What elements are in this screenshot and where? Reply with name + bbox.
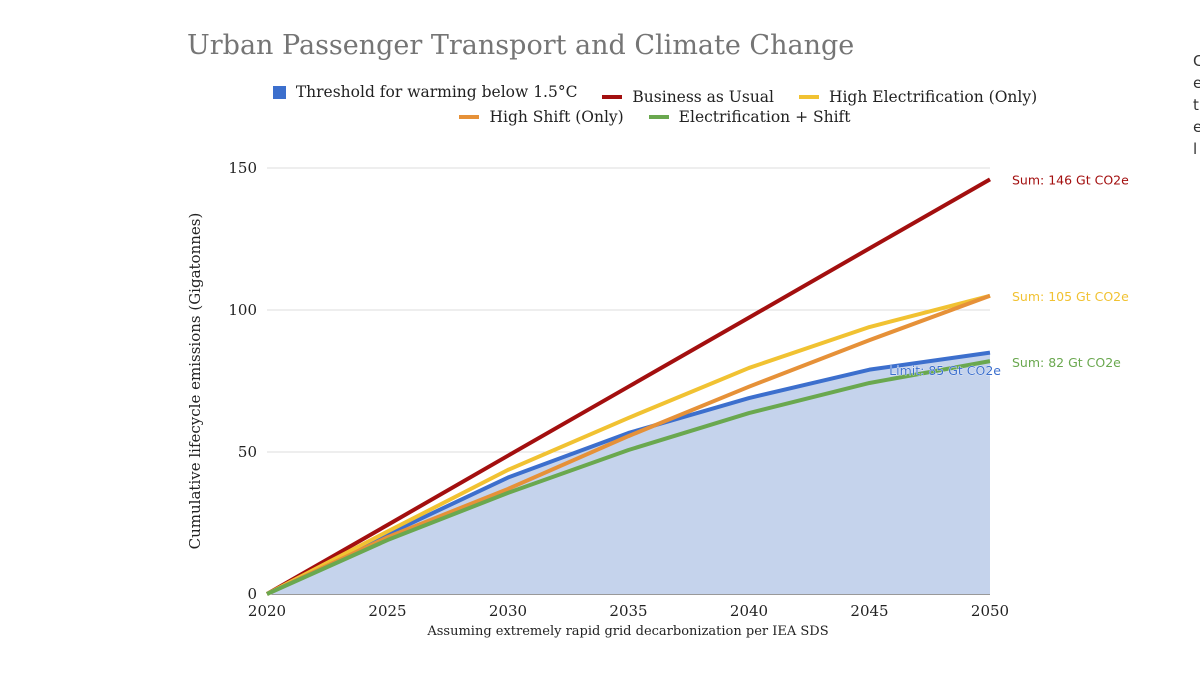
y-tick-label: 150 <box>228 159 257 177</box>
legend-label: Electrification + Shift <box>678 108 851 126</box>
series-end-label: Sum: 105 Gt CO2e <box>1012 289 1129 304</box>
x-tick-label: 2045 <box>850 602 888 620</box>
x-tick-label: 2050 <box>971 602 1009 620</box>
legend-item-threshold: Threshold for warming below 1.5°C <box>272 83 578 101</box>
legend-item-electrification: High Electrification (Only) <box>798 87 1038 106</box>
y-tick-label: 0 <box>247 585 257 603</box>
legend-swatch <box>648 115 669 119</box>
series-line-1 <box>266 177 991 596</box>
x-tick-label: 2035 <box>609 602 647 620</box>
side-text-line: t <box>1193 96 1199 114</box>
legend-label: High Shift (Only) <box>489 108 624 126</box>
side-text-line: C <box>1193 52 1200 70</box>
series-end-label: Sum: 82 Gt CO2e <box>1012 355 1121 370</box>
x-tick-label: 2025 <box>368 602 406 620</box>
x-tick-label: 2020 <box>248 602 286 620</box>
y-tick-label: 50 <box>238 443 257 461</box>
side-text-line: e <box>1193 74 1200 92</box>
legend-swatch <box>272 85 286 99</box>
legend-row-2: High Shift (Only) Electrification + Shif… <box>0 105 1200 126</box>
legend-label: High Electrification (Only) <box>828 87 1038 106</box>
series-line-0 <box>266 350 991 596</box>
legend-label: Threshold for warming below 1.5°C <box>295 83 578 101</box>
series-end-label: Sum: 146 Gt CO2e <box>1012 172 1129 187</box>
x-axis-label: Assuming extremely rapid grid decarboniz… <box>426 624 828 639</box>
legend-item-elec-shift: Electrification + Shift <box>648 108 851 126</box>
legend-item-bau: Business as Usual <box>602 88 774 106</box>
chart-title: Urban Passenger Transport and Climate Ch… <box>187 30 855 61</box>
side-text-line: e <box>1193 118 1200 136</box>
x-tick-label: 2040 <box>730 602 768 620</box>
y-tick-label: 100 <box>228 301 257 319</box>
threshold-area <box>267 352 990 594</box>
legend-swatch <box>798 94 819 99</box>
legend-row-1: Threshold for warming below 1.5°C Busine… <box>0 83 1200 106</box>
x-tick-label: 2030 <box>489 602 527 620</box>
legend-item-shift: High Shift (Only) <box>459 108 624 126</box>
y-axis-label: Cumulative lifecycle emissions (Gigatonn… <box>186 213 204 550</box>
series-line-4 <box>266 359 991 596</box>
legend-swatch <box>459 115 480 119</box>
series-line-3 <box>266 293 991 596</box>
threshold-limit-label: Limit: 85 Gt CO2e <box>889 363 1001 378</box>
side-text-line: l <box>1193 140 1198 158</box>
series-line-2 <box>266 293 991 596</box>
legend-label: Business as Usual <box>632 87 775 106</box>
legend-swatch <box>602 94 623 99</box>
